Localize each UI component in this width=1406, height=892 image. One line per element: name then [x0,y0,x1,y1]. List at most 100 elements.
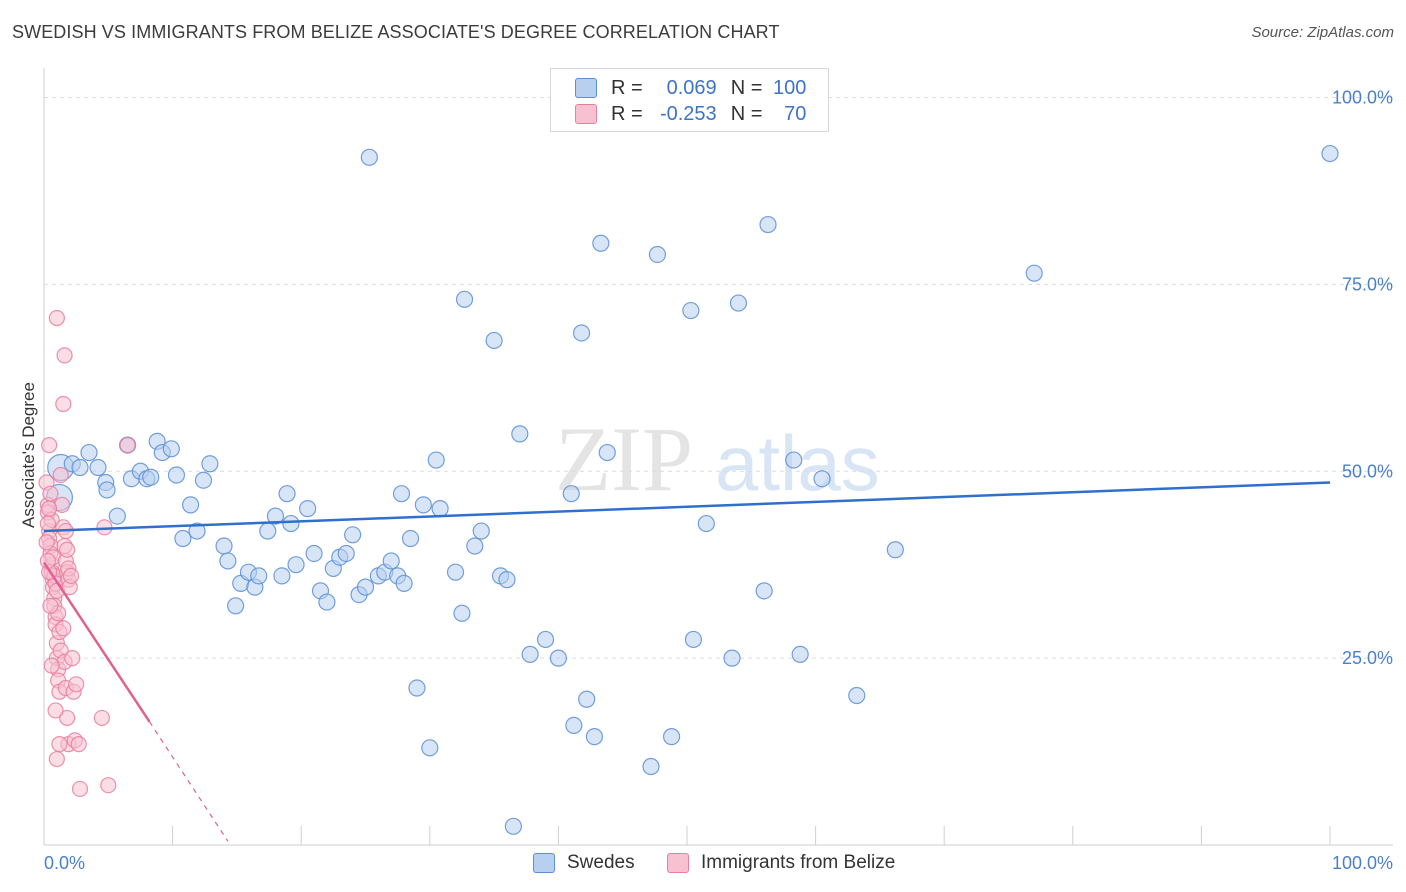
series-legend: Swedes Immigrants from Belize [0,852,1406,878]
point-swedes [886,541,904,559]
point-swedes [684,630,703,649]
point-swedes [282,514,300,533]
point-swedes [598,443,616,462]
point-swedes [174,529,192,548]
point-belize [56,347,73,364]
point-swedes [414,496,432,514]
y-tick-label: 100.0% [1332,88,1393,108]
point-swedes [188,522,206,540]
point-belize [48,309,65,327]
point-swedes [1025,264,1043,282]
point-swedes [194,471,213,489]
chart-title: SWEDISH VS IMMIGRANTS FROM BELIZE ASSOCI… [12,22,780,42]
point-belize [64,650,81,667]
point-belize [59,541,76,558]
point-belize [41,436,58,454]
point-swedes [250,567,268,585]
point-swedes [723,649,741,667]
point-swedes [536,630,555,649]
point-swedes [401,529,420,548]
point-swedes [791,645,809,663]
point-swedes [142,468,160,486]
point-swedes [549,649,568,667]
series-legend-swedes: Swedes [533,852,635,874]
point-swedes [98,481,116,499]
point-belize [71,780,89,798]
y-tick-label: 50.0% [1342,461,1393,481]
point-swedes [395,574,413,592]
point-swedes [299,500,317,518]
point-swedes [565,716,583,735]
point-swedes [848,686,866,705]
series-swatch-swedes [533,853,555,873]
tick-labels: 25.0% 50.0% 75.0% 100.0% 0.0% 100.0% [44,88,1393,874]
legend-row-swedes: R = 0.069 N = 100 [575,76,806,100]
legend-n-label: N = [730,102,763,125]
trend-line-swedes [43,481,1331,533]
point-swedes [80,443,98,462]
point-belize [93,709,110,727]
x-tick-label: 100.0% [1332,853,1393,873]
point-swedes [572,324,591,342]
point-swedes [89,458,107,477]
point-belize [96,519,113,536]
point-swedes [219,552,237,570]
point-swedes [305,544,323,563]
data-points [38,144,1339,835]
point-belize [47,702,64,719]
point-swedes [360,148,378,166]
x-tick-label: 0.0% [44,853,85,873]
point-belize [39,515,56,532]
point-belize [48,750,65,768]
point-swedes [421,739,439,757]
point-belize [42,485,59,502]
point-swedes [1321,144,1339,163]
point-swedes [642,757,660,776]
series-label-swedes: Swedes [567,852,635,873]
point-swedes [729,294,748,312]
point-swedes [521,645,539,663]
point-swedes [382,552,400,570]
point-swedes [455,290,474,308]
series-label-belize: Immigrants from Belize [701,852,896,873]
point-swedes [162,440,180,458]
legend-swatch-swedes [575,78,597,98]
point-swedes [266,507,285,525]
point-swedes [356,578,375,596]
point-swedes [755,582,773,600]
legend-r-value: 0.069 [666,76,717,99]
point-belize [41,500,58,517]
point-belize [43,657,60,674]
point-swedes [578,690,596,708]
point-belize [51,735,68,753]
legend-r-label: R = [611,76,643,99]
point-swedes [278,485,296,503]
point-swedes [785,451,803,469]
point-swedes [273,567,291,585]
chart-source: Source: ZipAtlas.com [1251,24,1394,41]
point-swedes [408,679,426,697]
point-belize [59,709,76,727]
point-swedes [813,470,831,488]
trend-lines [42,481,1331,842]
series-swatch-belize [667,853,689,873]
point-belize [55,620,72,637]
legend-r-value: -0.253 [659,102,717,125]
point-swedes [648,245,667,264]
point-belize [52,466,69,484]
point-swedes [392,485,411,503]
point-swedes [344,526,362,544]
point-belize [38,534,55,551]
legend-r-label: R = [611,102,643,125]
legend-n-label: N = [730,76,763,99]
point-swedes [585,728,604,746]
point-swedes [108,507,126,525]
point-belize [62,567,80,585]
point-swedes [466,537,484,555]
y-tick-label: 75.0% [1342,274,1393,294]
correlation-legend: R = 0.069 N = 100 R = -0.253 N = 70 [550,68,829,132]
point-swedes [562,485,580,503]
point-swedes [498,571,516,589]
point-swedes [485,331,503,350]
